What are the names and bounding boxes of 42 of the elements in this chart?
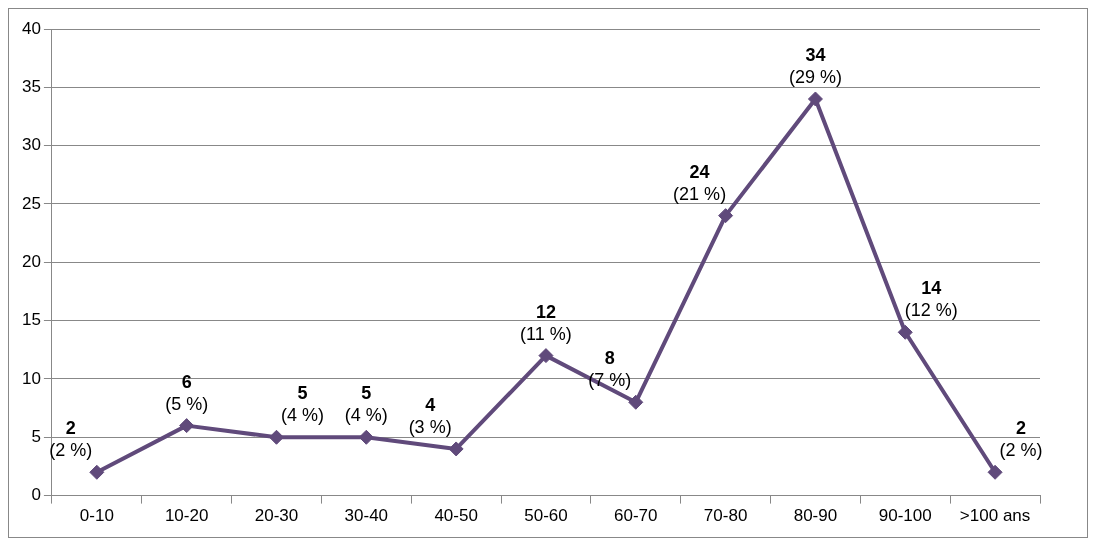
x-tick-label: >100 ans	[959, 506, 1031, 526]
x-tick-label: 60-70	[614, 506, 658, 526]
y-tick-label: 5	[31, 426, 41, 446]
point	[987, 464, 1003, 480]
data-label: 24 (21 %)	[673, 161, 727, 204]
y-tick-label: 35	[21, 77, 41, 97]
y-tick-label: 30	[21, 135, 41, 155]
x-tick-label: 90-100	[878, 506, 932, 526]
data-label: 2 (2 %)	[999, 418, 1043, 461]
data-label: 8 (7 %)	[588, 348, 632, 391]
y-tick-label: 10	[21, 368, 41, 388]
point	[807, 91, 823, 107]
point	[179, 418, 195, 434]
x-tick-label: 40-50	[434, 506, 478, 526]
data-label: 12 (11 %)	[520, 301, 572, 344]
data-label: 14 (12 %)	[904, 278, 958, 321]
data-label: 6 (5 %)	[165, 371, 209, 414]
x-tick-label: 10-20	[164, 506, 209, 526]
y-tick-label: 25	[21, 193, 41, 213]
data-label: 2 (2 %)	[49, 418, 93, 461]
x-tick-label: 80-90	[793, 506, 838, 526]
y-tick-label: 15	[21, 310, 41, 330]
point	[628, 394, 644, 410]
data-label: 4 (3 %)	[408, 394, 452, 437]
point	[448, 441, 464, 457]
x-tick-label: 30-40	[344, 506, 389, 526]
x-tick-label: 0-10	[79, 506, 114, 526]
point	[897, 324, 913, 340]
x-tick-label: 50-60	[524, 506, 568, 526]
y-tick-label: 20	[21, 251, 41, 271]
data-label: 5 (4 %)	[344, 383, 388, 426]
point	[268, 429, 284, 445]
data-label: 5 (4 %)	[280, 383, 324, 426]
point	[89, 464, 105, 480]
point	[358, 429, 374, 445]
point	[538, 348, 554, 364]
y-tick-label: 0	[31, 485, 41, 505]
x-tick-label: 70-80	[703, 506, 748, 526]
y-tick-label: 40	[21, 18, 41, 38]
data-label: 34 (29 %)	[788, 44, 842, 87]
point	[718, 208, 734, 224]
x-tick-label: 20-30	[254, 506, 299, 526]
